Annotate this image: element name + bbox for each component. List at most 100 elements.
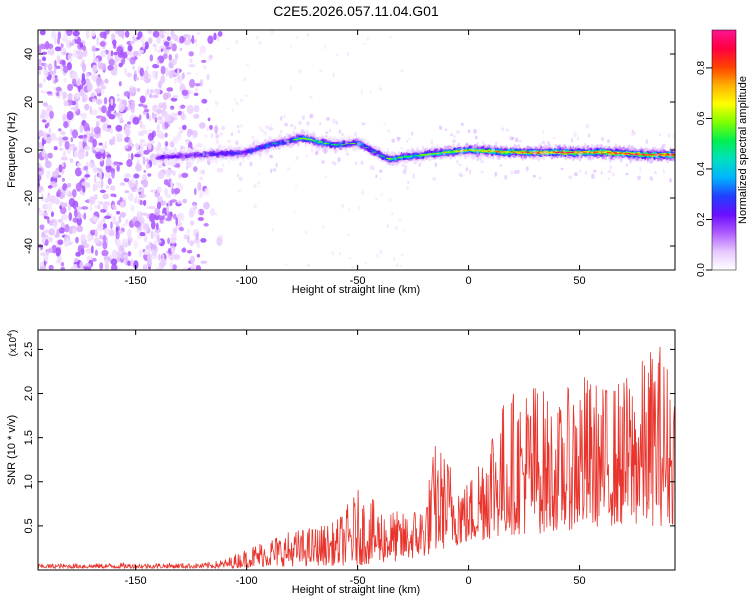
- noise-blob: [81, 206, 89, 210]
- track-halo-dot: [578, 169, 582, 173]
- sparse-noise-dot: [259, 156, 262, 160]
- noise-blob: [81, 63, 87, 73]
- track-halo-dot: [318, 137, 321, 142]
- noise-blob: [102, 241, 108, 250]
- sparse-noise-dot: [194, 87, 199, 90]
- noise-blob: [84, 145, 91, 151]
- track-halo-dot: [179, 129, 184, 134]
- noise-blob: [48, 236, 53, 243]
- noise-blob: [195, 264, 202, 270]
- track-halo-dot: [405, 139, 409, 143]
- noise-blob: [106, 110, 112, 117]
- noise-blob: [139, 232, 146, 237]
- sparse-noise-dot: [219, 234, 223, 240]
- track-halo-dot: [510, 169, 514, 176]
- noise-blob: [43, 131, 48, 141]
- noise-blob: [64, 235, 67, 242]
- noise-blob: [127, 44, 133, 52]
- noise-blob: [71, 100, 77, 106]
- sparse-noise-dot: [214, 100, 219, 106]
- track-halo-dot: [249, 161, 253, 167]
- colorbar-tick-label: 0.6: [696, 111, 707, 125]
- noise-blob: [41, 51, 48, 55]
- noise-blob: [99, 41, 106, 47]
- noise-blob: [85, 182, 91, 189]
- noise-blob: [54, 197, 60, 205]
- track-halo-dot: [275, 162, 278, 168]
- spectrogram-x-ticks: -150 -100 -50 0 50: [125, 30, 586, 287]
- noise-blob: [83, 212, 87, 220]
- sparse-noise-dot: [355, 263, 359, 269]
- noise-blob: [99, 62, 107, 71]
- noise-blob: [149, 189, 157, 193]
- noise-blob: [79, 124, 84, 134]
- noise-blob: [132, 51, 139, 57]
- sparse-noise-dot: [322, 224, 325, 229]
- track-halo-dot: [465, 167, 469, 172]
- noise-blob: [150, 244, 157, 250]
- noise-blob: [93, 174, 97, 184]
- sparse-noise-dot: [306, 33, 310, 37]
- noise-blob: [157, 116, 163, 121]
- noise-blob: [124, 145, 129, 149]
- noise-blob: [118, 215, 122, 224]
- track-halo-dot: [241, 153, 246, 159]
- noise-blob: [70, 266, 74, 270]
- noise-blob: [125, 219, 129, 225]
- noise-blob: [116, 165, 120, 172]
- signal-blob: [318, 141, 323, 143]
- noise-blob: [192, 129, 198, 138]
- noise-blob: [85, 248, 93, 253]
- noise-blob: [46, 170, 51, 179]
- noise-blob: [146, 259, 153, 268]
- sparse-noise-dot: [346, 51, 350, 56]
- noise-blob: [166, 194, 172, 199]
- noise-blob: [111, 263, 118, 270]
- track-halo-dot: [356, 141, 361, 146]
- track-halo-dot: [427, 154, 432, 158]
- noise-blob: [199, 45, 207, 54]
- noise-blob: [135, 194, 139, 202]
- sparse-noise-dot: [235, 39, 239, 45]
- noise-blob: [162, 92, 169, 101]
- noise-blob: [183, 234, 189, 240]
- noise-blob: [54, 59, 57, 68]
- track-halo-dot: [570, 137, 574, 143]
- noise-blob: [110, 193, 115, 197]
- noise-blob: [130, 106, 135, 114]
- noise-blob: [60, 266, 65, 270]
- track-halo-dot: [532, 174, 537, 178]
- noise-blob: [115, 231, 120, 240]
- noise-blob: [128, 138, 132, 145]
- noise-blob: [117, 97, 121, 102]
- noise-blob: [162, 215, 165, 221]
- track-halo-dot: [230, 132, 233, 136]
- spectrogram-heat-layer: [38, 30, 675, 270]
- noise-blob: [116, 45, 124, 55]
- track-halo-dot: [411, 148, 415, 154]
- noise-blob: [65, 188, 68, 195]
- track-halo-dot: [476, 157, 480, 162]
- track-halo-dot: [542, 130, 545, 134]
- noise-blob: [147, 132, 155, 141]
- noise-blob: [190, 263, 196, 270]
- noise-blob: [148, 37, 153, 44]
- noise-blob: [92, 51, 96, 59]
- noise-blob: [41, 109, 46, 119]
- track-halo-dot: [600, 136, 604, 142]
- noise-blob: [112, 135, 116, 145]
- noise-blob: [164, 113, 171, 123]
- noise-blob: [92, 216, 99, 223]
- noise-blob: [177, 110, 182, 116]
- sparse-noise-dot: [226, 47, 230, 50]
- noise-blob: [47, 185, 53, 189]
- sparse-noise-dot: [198, 194, 202, 199]
- spectrogram-x-tick-label: 50: [573, 275, 585, 287]
- noise-blob: [84, 262, 92, 268]
- sparse-noise-dot: [305, 230, 308, 235]
- track-halo-dot: [298, 120, 302, 126]
- sparse-noise-dot: [386, 223, 389, 229]
- track-halo-dot: [273, 167, 277, 172]
- track-halo-dot: [480, 160, 484, 164]
- track-halo-dot: [187, 133, 191, 137]
